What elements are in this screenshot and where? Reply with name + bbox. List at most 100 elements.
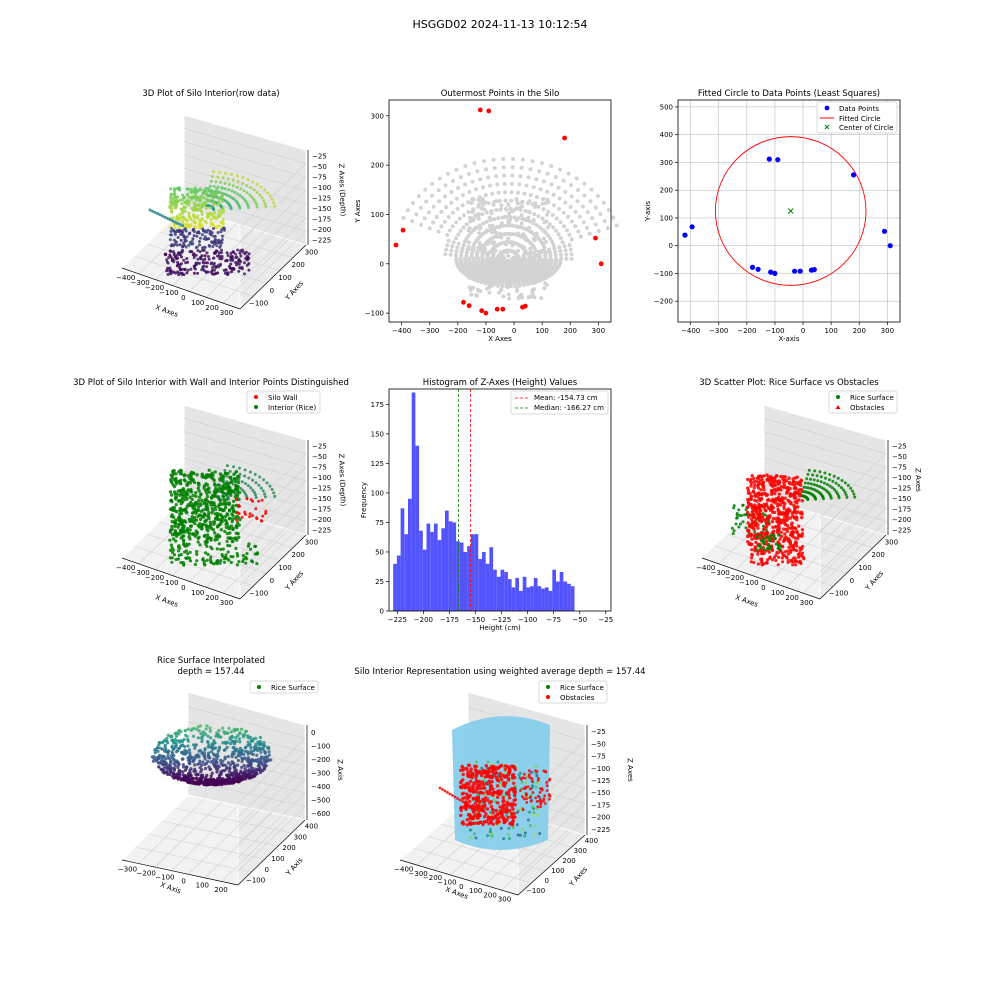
histogram-bar bbox=[485, 563, 490, 611]
interpolated-surface-point bbox=[197, 755, 201, 759]
obstacle-point bbox=[788, 548, 793, 552]
interior-point bbox=[226, 491, 230, 496]
point bbox=[569, 237, 574, 242]
floor-point bbox=[207, 257, 211, 261]
interior-point bbox=[212, 482, 217, 486]
y-tick-label: 75 bbox=[375, 519, 384, 527]
edge-point bbox=[171, 219, 174, 223]
obstacle-point bbox=[758, 474, 763, 478]
interior-point bbox=[225, 531, 230, 536]
point bbox=[582, 193, 587, 198]
z-tick-label: −200 bbox=[312, 516, 331, 524]
wall-point bbox=[217, 224, 221, 228]
point bbox=[492, 276, 497, 281]
interpolated-surface-point bbox=[219, 772, 223, 776]
point bbox=[550, 239, 555, 244]
interior-point bbox=[196, 486, 200, 490]
y-tick-label: 300 bbox=[574, 847, 587, 855]
interior-point bbox=[172, 521, 177, 525]
obstacle-point bbox=[749, 481, 753, 485]
interior-point bbox=[247, 476, 251, 480]
wall-point bbox=[185, 201, 189, 206]
edge-point bbox=[181, 224, 184, 228]
interpolated-surface-point bbox=[181, 751, 185, 756]
interpolated-surface-point bbox=[236, 758, 240, 763]
interior-point bbox=[173, 531, 178, 535]
obstacle-point bbox=[767, 515, 771, 520]
obstacle-point bbox=[745, 510, 750, 514]
obstacle-point bbox=[769, 503, 773, 507]
interior-point bbox=[188, 524, 193, 528]
point bbox=[436, 188, 441, 193]
floor-point bbox=[166, 273, 170, 276]
interpolated-surface-point bbox=[229, 780, 233, 785]
interior-point bbox=[211, 502, 215, 507]
point bbox=[422, 216, 427, 221]
interpolated-surface-point bbox=[232, 728, 236, 732]
interpolated-surface-point bbox=[156, 761, 161, 765]
floor-point bbox=[211, 256, 215, 260]
point bbox=[545, 212, 550, 217]
interior-point bbox=[201, 558, 205, 562]
obstacle-point bbox=[781, 477, 785, 481]
z-tick-label: −150 bbox=[312, 495, 331, 503]
point bbox=[401, 215, 406, 220]
floor-point bbox=[247, 268, 251, 272]
point bbox=[459, 250, 464, 254]
interior-point bbox=[170, 493, 174, 497]
point bbox=[530, 292, 535, 297]
interior-point bbox=[237, 475, 241, 479]
floor-point bbox=[196, 257, 200, 261]
y-axis-label: Y Axes bbox=[567, 865, 589, 889]
interpolated-surface-point bbox=[179, 778, 183, 782]
point bbox=[501, 165, 506, 170]
surface-point bbox=[212, 185, 216, 188]
surface-point bbox=[223, 181, 227, 185]
interior-point bbox=[196, 540, 200, 544]
y-tick-label: 0 bbox=[545, 877, 549, 885]
obstacle-point bbox=[800, 515, 804, 520]
wall-point bbox=[169, 187, 173, 191]
rice-surface-point bbox=[496, 760, 500, 764]
interpolated-surface-point bbox=[267, 753, 271, 757]
floor-point bbox=[178, 263, 182, 267]
obstacle-point bbox=[798, 546, 802, 550]
obstacle-point bbox=[757, 516, 761, 520]
surface-point bbox=[225, 193, 228, 197]
x-tick-label: −100 bbox=[518, 616, 537, 624]
point bbox=[499, 287, 504, 292]
z-tick-label: −50 bbox=[312, 163, 327, 171]
obstacle-point bbox=[778, 503, 783, 507]
interpolated-surface-point bbox=[186, 739, 190, 743]
interpolated-surface-point bbox=[204, 775, 208, 779]
interior-point bbox=[186, 503, 190, 507]
rice-surface-point bbox=[853, 495, 857, 499]
interior-point bbox=[273, 494, 277, 498]
obstacle-point bbox=[794, 487, 798, 491]
wall-point bbox=[171, 196, 175, 200]
interior-point bbox=[194, 501, 199, 505]
surface-point bbox=[214, 180, 218, 184]
surface-point bbox=[255, 205, 259, 209]
rice-surface-point bbox=[762, 541, 766, 545]
y-tick-label: 300 bbox=[660, 159, 673, 167]
obstacle-point bbox=[793, 536, 797, 540]
point bbox=[534, 231, 539, 236]
wall-point bbox=[175, 230, 178, 234]
interpolated-surface-point bbox=[168, 734, 173, 739]
point bbox=[540, 161, 544, 166]
point bbox=[509, 232, 514, 237]
panel-subtitle: depth = 157.44 bbox=[177, 667, 244, 677]
obstacle-point bbox=[756, 526, 760, 530]
interior-point bbox=[255, 562, 259, 566]
data-point bbox=[755, 266, 761, 272]
point bbox=[502, 215, 507, 220]
floor-point bbox=[192, 253, 196, 257]
interior-point bbox=[180, 528, 184, 532]
data-point bbox=[682, 232, 688, 238]
floor-point bbox=[220, 251, 223, 255]
obstacle-point bbox=[774, 517, 778, 521]
z-tick-label: −200 bbox=[892, 516, 911, 524]
y-axis-label: Y Axes bbox=[283, 279, 305, 303]
x-tick-label: −25 bbox=[598, 616, 613, 624]
